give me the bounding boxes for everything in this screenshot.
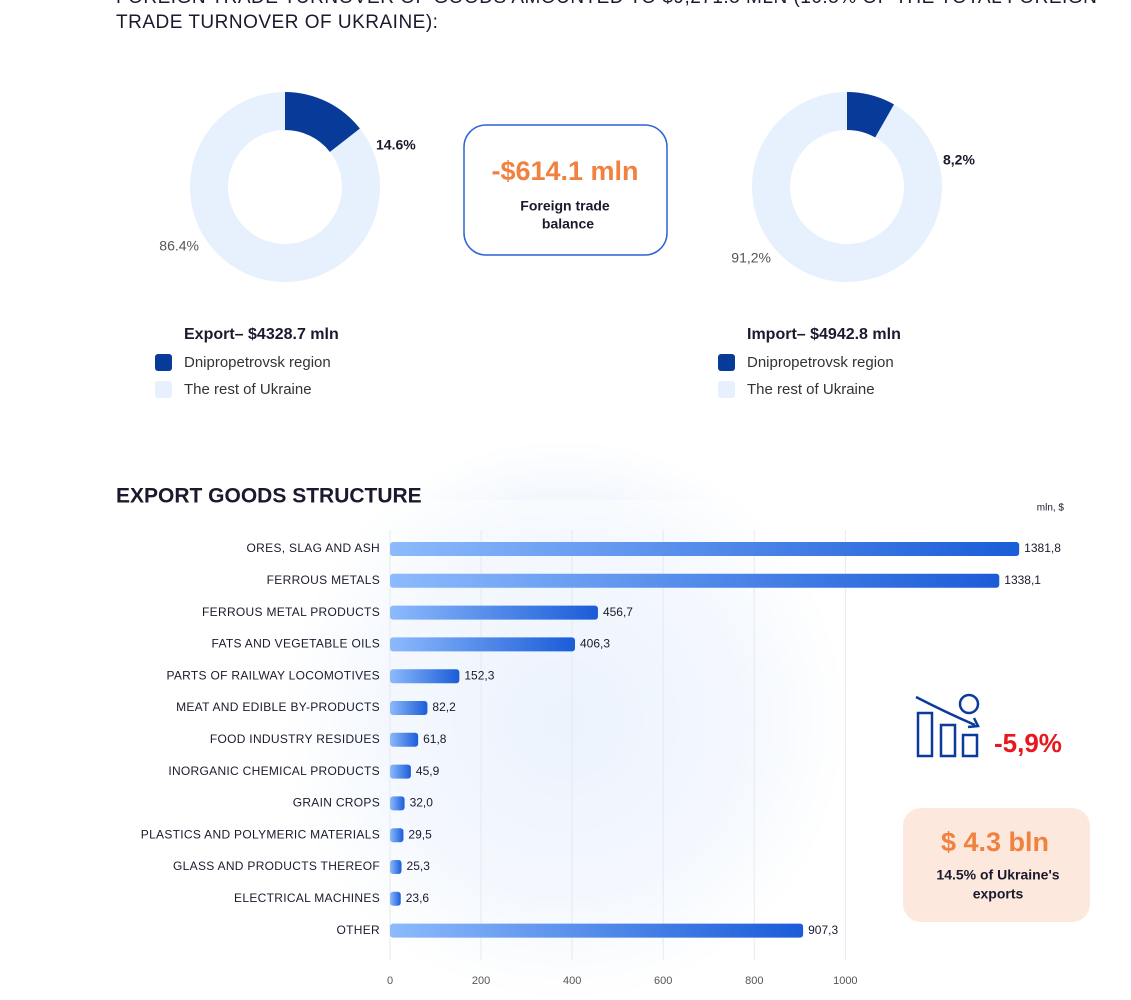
- legend-label: Dnipropetrovsk region: [184, 354, 331, 371]
- legend-label: Dnipropetrovsk region: [747, 354, 894, 371]
- chart-card: [40, 500, 1092, 1000]
- legend-swatch: [155, 381, 172, 398]
- bar: [390, 669, 460, 684]
- slice-label: 8,2%: [943, 152, 975, 168]
- y-tick-label: GRAIN CROPS: [293, 796, 380, 810]
- value-label: 45,9: [416, 764, 440, 778]
- bar: [390, 605, 598, 620]
- slice-label: 91,2%: [731, 250, 771, 266]
- slice-label: 86.4%: [159, 238, 199, 254]
- bar: [390, 573, 1000, 588]
- share-value: $ 4.3 bln: [941, 827, 1049, 857]
- value-label: 1381,8: [1024, 541, 1061, 555]
- unit-label: mln, $: [1037, 503, 1065, 514]
- bar: [390, 764, 411, 779]
- value-label: 23,6: [406, 891, 430, 905]
- balance-label: balance: [542, 216, 594, 232]
- bar: [390, 542, 1020, 556]
- slice-label: 14.6%: [376, 137, 416, 153]
- y-tick-label: ORES, SLAG AND ASH: [247, 541, 380, 555]
- x-tick-label: 1000: [833, 975, 857, 987]
- bar: [390, 637, 576, 652]
- y-tick-label: GLASS AND PRODUCTS THEREOF: [173, 859, 380, 873]
- y-tick-label: ELECTRICAL MACHINES: [234, 891, 380, 905]
- value-label: 29,5: [408, 827, 432, 841]
- share-label: exports: [973, 886, 1024, 902]
- pie-slice: [285, 92, 360, 152]
- bar: [390, 923, 804, 938]
- legend-swatch: [718, 381, 735, 398]
- value-label: 1338,1: [1004, 573, 1041, 587]
- bar: [390, 796, 405, 811]
- y-tick-label: PARTS OF RAILWAY LOCOMOTIVES: [166, 668, 380, 682]
- value-label: 456,7: [603, 605, 633, 619]
- x-tick-label: 200: [472, 975, 490, 987]
- y-tick-label: FERROUS METALS: [267, 573, 380, 587]
- value-label: 907,3: [808, 923, 838, 937]
- value-label: 406,3: [580, 637, 610, 651]
- pie-slice: [752, 92, 943, 282]
- share-box: [903, 808, 1090, 922]
- legend-label: The rest of Ukraine: [184, 381, 312, 398]
- bar: [390, 891, 401, 906]
- y-tick-label: FATS AND VEGETABLE OILS: [211, 637, 380, 651]
- share-label: 14.5% of Ukraine's: [936, 867, 1059, 883]
- legend-swatch: [155, 354, 172, 371]
- pie-slice: [847, 92, 895, 138]
- x-tick-label: 400: [563, 975, 581, 987]
- x-tick-label: 600: [654, 975, 672, 987]
- value-label: 32,0: [410, 796, 434, 810]
- value-label: 152,3: [464, 668, 494, 682]
- bar: [390, 701, 428, 715]
- legend-label: The rest of Ukraine: [747, 381, 875, 398]
- y-tick-label: MEAT AND EDIBLE BY-PRODUCTS: [176, 700, 380, 714]
- value-label: 82,2: [432, 700, 456, 714]
- value-label: 61,8: [423, 732, 447, 746]
- x-tick-label: 0: [387, 975, 393, 987]
- y-tick-label: PLASTICS AND POLYMERIC MATERIALS: [141, 827, 380, 841]
- x-tick-label: 800: [745, 975, 763, 987]
- y-tick-label: FOOD INDUSTRY RESIDUES: [210, 732, 380, 746]
- decline-icon: [915, 693, 980, 758]
- bar: [390, 828, 404, 843]
- y-tick-label: INORGANIC CHEMICAL PRODUCTS: [168, 764, 380, 778]
- balance-label: Foreign trade: [520, 198, 610, 214]
- legend-title: Import– $4942.8 mln: [747, 326, 901, 343]
- balance-value: -$614.1 mln: [491, 156, 638, 186]
- decline-value: -5,9%: [994, 728, 1062, 758]
- value-label: 25,3: [407, 859, 431, 873]
- legend-title: Export– $4328.7 mln: [184, 326, 339, 343]
- bar: [390, 732, 419, 747]
- y-tick-label: FERROUS METAL PRODUCTS: [202, 605, 380, 619]
- pie-slice: [189, 91, 380, 282]
- y-tick-label: OTHER: [337, 923, 381, 937]
- balance-box: [463, 124, 668, 256]
- bar: [390, 860, 402, 874]
- legend-swatch: [718, 354, 735, 371]
- header-text: FOREIGN TRADE TURNOVER OF GOODS AMOUNTED…: [116, 0, 1097, 8]
- chart-title: EXPORT GOODS STRUCTURE: [116, 485, 422, 508]
- header-text: TRADE TURNOVER OF UKRAINE):: [116, 12, 438, 33]
